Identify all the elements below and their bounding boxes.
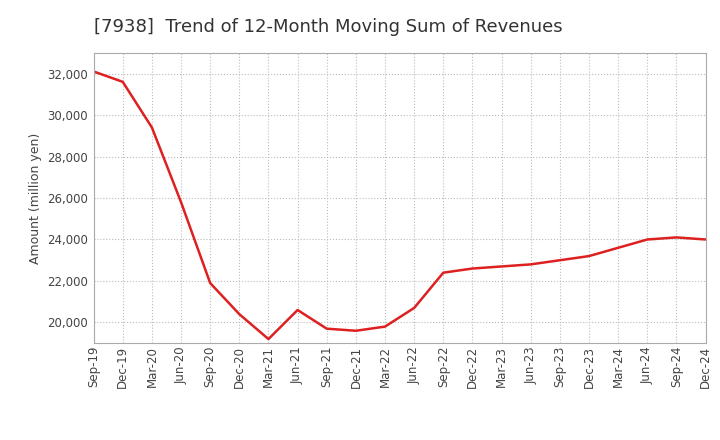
Y-axis label: Amount (million yen): Amount (million yen) <box>29 132 42 264</box>
Text: [7938]  Trend of 12-Month Moving Sum of Revenues: [7938] Trend of 12-Month Moving Sum of R… <box>94 18 562 36</box>
